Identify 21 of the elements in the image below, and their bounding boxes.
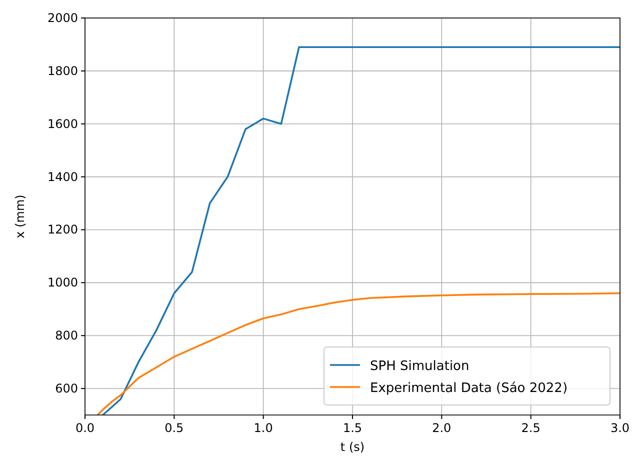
y-tick-label: 1200	[47, 222, 78, 237]
y-axis-title: x (mm)	[13, 194, 27, 238]
x-tick-label: 0.0	[75, 421, 95, 435]
legend-label: Experimental Data (Sáo 2022)	[370, 381, 568, 396]
y-tick-label: 1800	[47, 64, 78, 78]
y-tick-label: 800	[55, 328, 78, 343]
x-tick-label: 3.0	[610, 421, 630, 435]
y-tick-label: 2000	[47, 11, 78, 25]
x-tick-label: 2.0	[432, 421, 452, 435]
x-axis-title: t (s)	[340, 440, 365, 454]
x-tick-label: 1.0	[254, 421, 273, 435]
x-tick-label: 0.5	[164, 421, 184, 435]
y-tick-label: 1000	[47, 276, 78, 290]
line-series	[96, 292, 620, 415]
x-tick-label: 2.5	[521, 421, 540, 435]
y-tick-label: 1600	[47, 116, 78, 131]
y-tick-label: 600	[55, 382, 78, 396]
x-tick-label: 1.5	[342, 421, 362, 435]
y-tick-label: 1400	[47, 170, 78, 184]
legend-label: SPH Simulation	[370, 359, 470, 374]
line-series	[102, 46, 620, 415]
